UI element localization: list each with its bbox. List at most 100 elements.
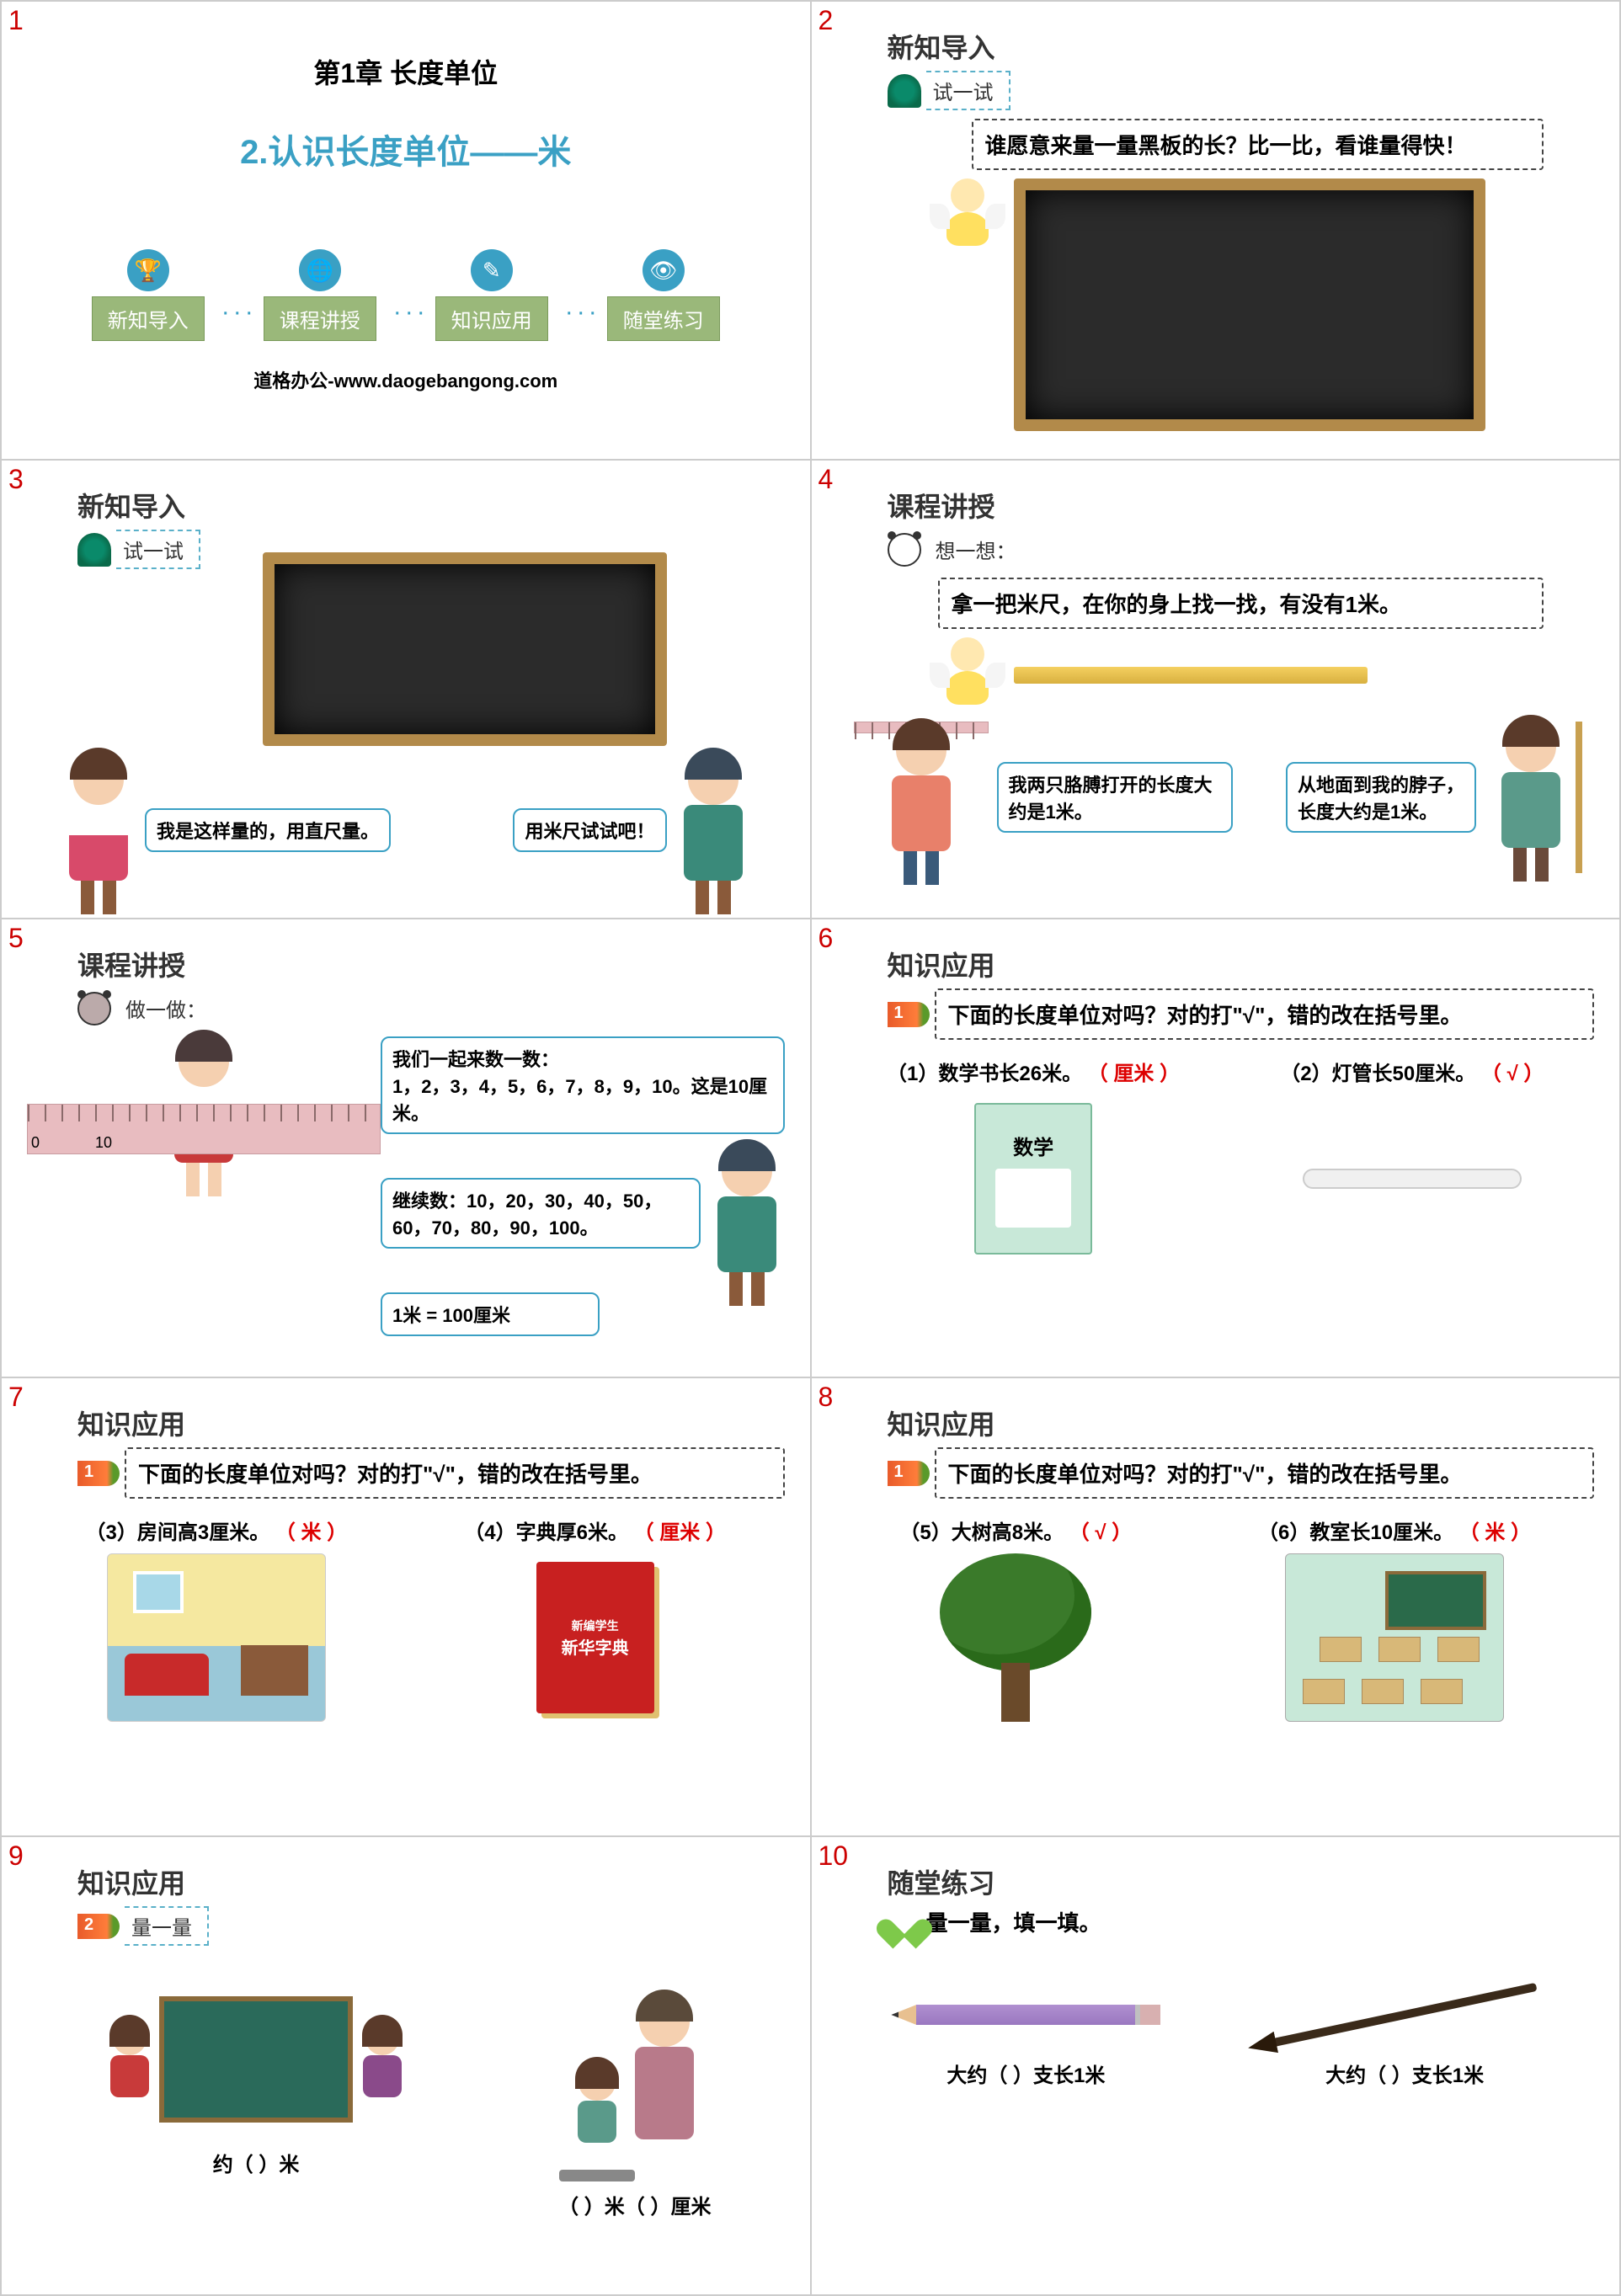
nav-item[interactable]: 🏆 新知导入 (92, 249, 205, 341)
subtitle-text: 量一量 (125, 1906, 209, 1946)
slide-number: 1 (8, 5, 24, 36)
question-text: （6）教室长10厘米。 (1258, 1521, 1453, 1544)
question-text: （4）字典厚6米。 (464, 1521, 628, 1544)
pencil-image (891, 2005, 1160, 2025)
answer-text: （ 米 ） (275, 1521, 347, 1544)
ruler-vertical (1576, 722, 1582, 873)
slide-5: 5 课程讲授 做一做： 0 10 我们一起来数一数： 1， (1, 919, 811, 1377)
section-title: 随堂练习 (888, 1862, 1595, 1901)
section-title: 新知导入 (77, 486, 785, 525)
slide-number: 3 (8, 464, 24, 495)
nav-item[interactable]: 👁 随堂练习 (607, 249, 720, 341)
subtitle-text: 量一量，填一填。 (926, 1906, 1101, 1937)
nav-label: 随堂练习 (607, 296, 720, 341)
subtitle: 1 下面的长度单位对吗？对的打"√"，错的改在括号里。 (77, 1447, 785, 1499)
lamp-tube-image (1303, 1095, 1522, 1263)
slide-8: 8 知识应用 1 下面的长度单位对吗？对的打"√"，错的改在括号里。 （5）大树… (811, 1377, 1621, 1836)
eye-icon: 👁 (643, 249, 685, 291)
meter-ruler (1014, 667, 1368, 684)
nav-item[interactable]: ✎ 知识应用 (435, 249, 548, 341)
subtitle: 试一试 (888, 71, 1595, 110)
formula-bubble: 1米 = 100厘米 (381, 1292, 600, 1336)
carrot-number: 1 (894, 1462, 904, 1482)
peacock-icon (77, 533, 111, 567)
subtitle-text: 想一想： (926, 530, 1033, 569)
question-row: （3）房间高3厘米。 （ 米 ） （4）字典厚6米。 （ 厘米 ） 新编学生 新… (27, 1516, 785, 1730)
slide-2: 2 新知导入 试一试 谁愿意来量一量黑板的长？比一比，看谁量得快！ (811, 1, 1621, 460)
mother-child (559, 1996, 711, 2181)
prompt-text: 谁愿意来量一量黑板的长？比一比，看谁量得快！ (972, 119, 1544, 170)
tree-image (906, 1553, 1125, 1722)
prompt-text: 下面的长度单位对吗？对的打"√"，错的改在括号里。 (935, 988, 1595, 1040)
brush-item: 大约（ ）支长1米 (1270, 1971, 1539, 2088)
answer-text: （ √ ） (1069, 1521, 1133, 1544)
question-1: （1）数学书长26米。 （ 厘米 ） 数学 (887, 1057, 1180, 1271)
peacock-icon (888, 74, 921, 108)
dictionary: 新编学生 新华字典 (536, 1562, 654, 1713)
answer-text: （ 厘米 ） (1088, 1063, 1180, 1085)
slide-9: 9 知识应用 2 量一量 约（ ）米 (1, 1836, 811, 2295)
question-text: （2）灯管长50厘米。 (1280, 1063, 1475, 1085)
speech-line-2: 长度大约是1米。 (1298, 802, 1437, 823)
carrot-icon: 2 (77, 1914, 120, 1939)
ruler-mark: 10 (95, 1134, 112, 1152)
blank-text: 大约（ ）支长1米 (891, 2059, 1160, 2088)
nav-item[interactable]: 🌐 课程讲授 (264, 249, 376, 341)
question-6: （6）教室长10厘米。 （ 米 ） (1258, 1516, 1531, 1730)
question-row: （1）数学书长26米。 （ 厘米 ） 数学 （2）灯管长50厘米。 （ √ ） (837, 1057, 1595, 1271)
speech-line-1: 我们一起来数一数： (392, 1049, 559, 1070)
question-5: （5）大树高8米。 （ √ ） (899, 1516, 1132, 1730)
blank-text: 约（ ）米 (100, 2148, 412, 2177)
nav-dots: ··· (393, 298, 419, 327)
carrot-number: 1 (84, 1462, 93, 1482)
speech-bubble: 用米尺试试吧！ (513, 808, 666, 852)
slide-number: 10 (818, 1841, 849, 1872)
raccoon-icon (77, 992, 111, 1025)
speech-bubble: 从地面到我的脖子， 长度大约是1米。 (1286, 762, 1476, 833)
nav-label: 新知导入 (92, 296, 205, 341)
section-title: 课程讲授 (77, 945, 785, 983)
nav-label: 课程讲授 (264, 296, 376, 341)
subtitle: 2 量一量 (77, 1906, 785, 1946)
footer-credit: 道格办公-www.daogebangong.com (27, 366, 785, 393)
prompt-text: 下面的长度单位对吗？对的打"√"，错的改在括号里。 (935, 1447, 1595, 1499)
slide-10: 10 随堂练习 1 量一量，填一填。 大约（ ）支长1米 大约（ ）支长1米 (811, 1836, 1621, 2295)
boy-arms-open (854, 722, 989, 873)
slide-grid: 1 第1章 长度单位 2.认识长度单位——米 🏆 新知导入 ··· 🌐 课程讲授… (0, 0, 1621, 2296)
subtitle: 1 下面的长度单位对吗？对的打"√"，错的改在括号里。 (888, 988, 1595, 1040)
slide-number: 2 (818, 5, 834, 36)
trophy-icon: 🏆 (127, 249, 169, 291)
edit-icon: ✎ (471, 249, 513, 291)
answer-text: （ 米 ） (1459, 1521, 1531, 1544)
slide-number: 7 (8, 1382, 24, 1413)
blackboard-image (263, 552, 667, 746)
blank-text: （ ）米（ ）厘米 (558, 2190, 711, 2219)
ruler-mark: 0 (31, 1134, 40, 1152)
nav-dots: ··· (221, 298, 247, 327)
answer-text: （ 厘米 ） (634, 1521, 726, 1544)
question-text: （3）房间高3厘米。 (86, 1521, 270, 1544)
question-row: 大约（ ）支长1米 大约（ ）支长1米 (837, 1971, 1595, 2088)
dict-subtitle: 新编学生 (572, 1617, 619, 1634)
heart-number: 1 (899, 1912, 908, 1930)
book-cover: 数学 (974, 1103, 1092, 1255)
kid-right (353, 2022, 412, 2123)
prompt-text: 拿一把米尺，在你的身上找一找，有没有1米。 (938, 578, 1544, 629)
pencil-item: 大约（ ）支长1米 (891, 1971, 1160, 2088)
section-title: 知识应用 (77, 1862, 785, 1901)
carrot-icon: 1 (888, 1461, 930, 1486)
subtitle-text: 做一做： (116, 988, 223, 1028)
dict-title: 新华字典 (562, 1634, 629, 1659)
dictionary-image: 新编学生 新华字典 (486, 1553, 705, 1722)
question-3: （3）房间高3厘米。 （ 米 ） (86, 1516, 348, 1730)
classroom-image (1285, 1553, 1504, 1722)
answer-text: （ √ ） (1481, 1063, 1544, 1085)
carrot-icon: 1 (77, 1461, 120, 1486)
big-ruler: 0 10 (27, 1104, 381, 1154)
slide-7: 7 知识应用 1 下面的长度单位对吗？对的打"√"，错的改在括号里。 （3）房间… (1, 1377, 811, 1836)
book-title: 数学 (1013, 1131, 1053, 1160)
subtitle-text: 试一试 (926, 71, 1010, 110)
girl-character-2 (667, 754, 760, 906)
subtitle: 做一做： (77, 988, 785, 1028)
slide-4: 4 课程讲授 想一想： 拿一把米尺，在你的身上找一找，有没有1米。 (811, 460, 1621, 919)
